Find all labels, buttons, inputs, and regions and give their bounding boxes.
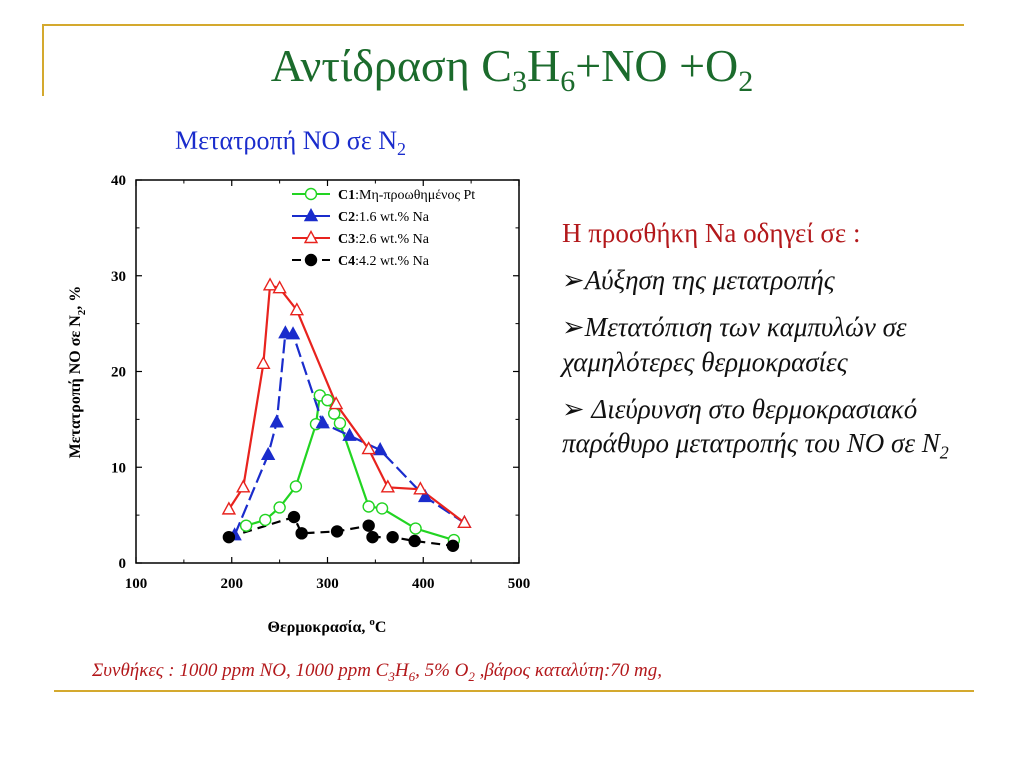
data-point-c2 [342,427,357,441]
y-tick-label: 40 [111,173,126,189]
x-axis-label: Θερμοκρασία, oC [268,616,387,636]
y-tick-label: 10 [111,460,126,476]
x-tick-label: 300 [316,576,339,592]
x-tick-label: 200 [221,576,244,592]
legend-marker [304,187,318,201]
top-rule-vertical [42,24,44,96]
data-point-c2 [285,326,301,340]
slide-title: Αντίδραση C3H6+NO +O2 [270,40,754,98]
data-point-c1 [289,480,303,493]
legend: C1:Μη-προωθημένος Pt C2:1.6 wt.% Na C3:2.6… [292,187,475,269]
data-point-c3 [256,355,271,370]
data-point-c3 [328,396,344,410]
data-point-c2 [260,446,276,461]
conversion-chart: 100 200 300 400 500 0 10 20 30 40 C1:Μη-προωθημέν… [67,173,530,636]
data-point-c1 [333,417,347,430]
legend-marker [304,253,318,267]
conditions-footnote: Συνθήκες : 1000 ppm NO, 1000 ppm C3H6, 5… [92,660,663,684]
data-point-c4 [366,530,379,544]
axis-ticks: 100 200 300 400 500 0 10 20 30 40 [111,173,530,592]
data-point-c1 [321,394,334,407]
data-point-c2 [315,415,330,429]
x-tick-label: 500 [508,576,531,592]
y-tick-label: 20 [111,365,126,381]
legend-label: C4:4.2 wt.% Na [338,254,430,269]
arrow-bullet-icon: ➢ [562,265,585,295]
arrow-bullet-icon: ➢ [562,393,592,424]
data-point-c3 [289,302,305,316]
y-tick-label: 0 [119,556,127,572]
series-line-c2 [233,331,466,536]
note-shift-curves: ➢Μετατόπιση των καμπυλών σε χαμηλότερες … [562,312,907,377]
notes-heading: Η προσθήκη Na οδηγεί σε : [562,218,861,248]
data-point-c4 [330,525,344,538]
data-point-c4 [408,534,421,548]
data-point-c1 [409,522,422,535]
bottom-rule [54,690,974,692]
y-tick-label: 30 [111,269,126,285]
chart-caption: Μετατροπή NO σε N2 [175,126,407,159]
data-point-c3 [221,501,237,515]
notes-panel: Η προσθήκη Na οδηγεί σε : ➢Αύξηση της με… [562,218,1022,477]
data-point-c1 [375,502,389,515]
x-tick-label: 400 [412,576,435,592]
legend-marker [303,230,319,244]
series-markers [221,277,472,552]
data-point-c3 [272,280,287,294]
data-point-c2 [372,442,388,456]
top-rule-horizontal [42,24,964,26]
series-line-c3 [227,283,466,524]
data-point-c3 [380,479,396,493]
data-point-c3 [361,441,376,455]
data-point-c1 [273,501,286,514]
data-point-c3 [236,479,251,493]
data-point-c2 [417,488,433,503]
data-point-c1 [362,500,375,513]
series-lines [227,283,466,547]
legend-label: C1:Μη-προωθημένος Pt [338,188,475,203]
y-axis-label: Μετατροπή NO σε N2, % [67,286,88,459]
data-point-c4 [386,530,399,544]
data-point-c3 [413,481,428,495]
note-increase-conversion: ➢Αύξηση της μετατροπής [562,265,835,295]
data-point-c4 [287,510,301,524]
data-point-c4 [446,539,460,552]
arrow-bullet-icon: ➢ [562,312,585,343]
data-point-c4 [222,530,236,544]
legend-label: C2:1.6 wt.% Na [338,210,430,225]
legend-label: C3:2.6 wt.% Na [338,232,430,247]
x-tick-label: 100 [125,576,148,592]
note-widen-window: ➢ Διεύρυνση στο θερμοκρασιακό παράθυρο μ… [562,393,949,463]
data-point-c1 [239,519,253,532]
legend-marker [303,208,319,222]
data-point-c3 [262,277,278,291]
data-point-c3 [457,514,472,528]
data-point-c4 [362,519,375,532]
data-point-c2 [269,414,284,428]
data-point-c1 [259,513,272,527]
data-point-c4 [295,527,308,540]
